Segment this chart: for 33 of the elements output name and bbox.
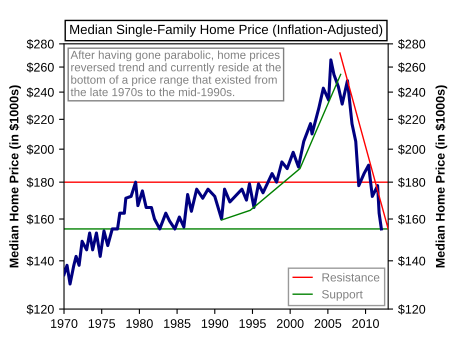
y-tick-label: $280 xyxy=(398,39,426,50)
y-tick-label: $140 xyxy=(398,256,426,266)
annotation: After having gone parabolic, home prices reversed trend and currently reside at the bottom of a price range that existed from the late 1970s to the mid-1990s. xyxy=(70,50,281,96)
y-tick-label: $160 xyxy=(398,214,426,224)
text: $240 xyxy=(26,87,54,98)
text: $260 xyxy=(26,62,54,72)
x-tick-label: 1980 xyxy=(126,319,153,328)
y-tick-label: $120 xyxy=(398,304,426,314)
x-tick-label: 1970 xyxy=(51,319,78,328)
y-axis-title: Median Home Price (in $1000s) xyxy=(9,85,21,268)
text: $280 xyxy=(26,39,54,50)
text: $120 xyxy=(26,304,54,314)
text: $200 xyxy=(26,144,54,155)
x-tick-label: 1985 xyxy=(164,319,190,328)
legend-label: Resistance xyxy=(322,272,380,282)
y2-axis-title: Median Home Price (in $1000s) xyxy=(435,85,448,268)
x-tick-label: 1990 xyxy=(202,319,228,328)
chart-title: Median Single-Family Home Price (Inflation-Adjusted) xyxy=(70,24,382,37)
x-tick-label: 2010 xyxy=(352,319,379,328)
y-tick-label: $220 xyxy=(398,114,426,125)
y-tick-label: $180 xyxy=(398,177,426,188)
y-tick-label: $240 xyxy=(398,87,426,98)
x-tick-label: 2005 xyxy=(314,319,342,328)
y-tick-label: $260 xyxy=(398,62,426,72)
text: $180 xyxy=(26,177,54,188)
x-tick-label: 1975 xyxy=(88,319,116,328)
legend-label: Support xyxy=(322,290,363,301)
text: $220 xyxy=(26,114,54,125)
x-tick-label: 1995 xyxy=(240,319,266,328)
text: $160 xyxy=(26,214,54,224)
y-tick-label: $200 xyxy=(398,144,426,155)
text: $140 xyxy=(26,256,54,266)
x-tick-label: 2000 xyxy=(276,319,304,328)
